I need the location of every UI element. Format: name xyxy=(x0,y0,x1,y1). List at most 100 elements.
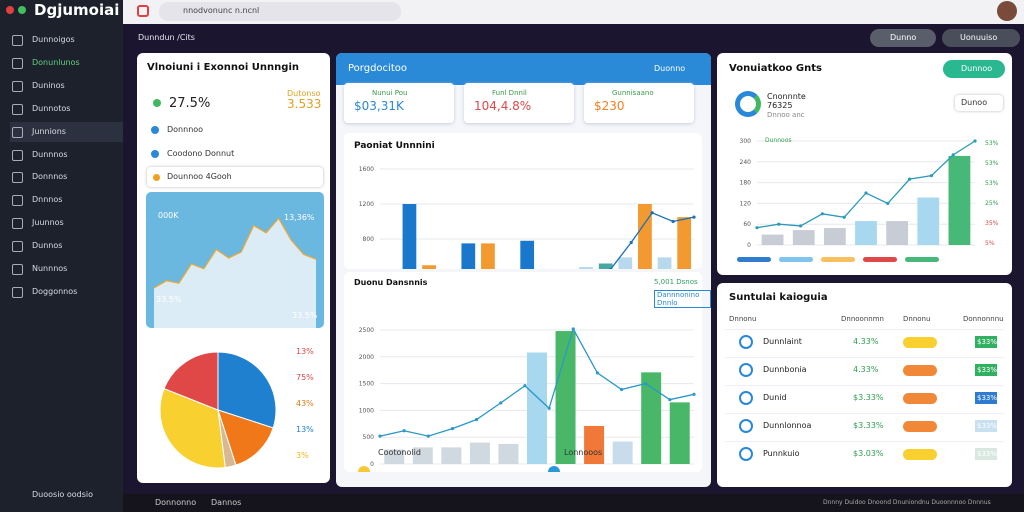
table-row[interactable] xyxy=(725,441,1004,467)
point xyxy=(864,191,868,195)
legend-label: 3% xyxy=(296,451,309,460)
sidebar-footer[interactable]: Duoosio oodsio xyxy=(32,490,93,499)
nav-item[interactable]: Dnnnos xyxy=(10,190,123,210)
nav-item[interactable]: Dunnoigos xyxy=(10,30,123,50)
chart-title: Duonu Dansnnis xyxy=(354,278,428,287)
table-row[interactable] xyxy=(725,329,1004,355)
point xyxy=(692,392,696,396)
breadcrumb[interactable]: Dunndun /Cits xyxy=(138,33,195,42)
y-tick-label: 1000 xyxy=(359,407,374,414)
button[interactable]: Uonuuiso xyxy=(942,29,1020,47)
row-icon xyxy=(739,391,753,405)
stat-label: Dutonso xyxy=(287,89,321,98)
button[interactable]: Duonno xyxy=(654,64,686,73)
bar xyxy=(384,449,405,464)
address-bar[interactable]: nnodvonunc n.ncnl xyxy=(159,2,401,21)
bar xyxy=(441,447,462,464)
status-pill xyxy=(903,337,937,348)
legend-dot xyxy=(358,466,370,472)
panel: Vonuiatkoo Gnts Dunnoo Cnonnnte 76325 Dn… xyxy=(717,53,1012,275)
point xyxy=(571,327,575,331)
table-row[interactable] xyxy=(725,357,1004,383)
legend-pill xyxy=(905,257,939,262)
point xyxy=(629,240,633,245)
nav-item[interactable]: Donnnos xyxy=(10,167,123,187)
point xyxy=(799,224,803,228)
footer-item[interactable]: Donnonno xyxy=(155,498,197,507)
point xyxy=(475,417,479,422)
legend-pill xyxy=(779,257,813,262)
point xyxy=(499,401,503,405)
y-tick-label: 2500 xyxy=(359,327,374,334)
select[interactable]: Dounnoo 4Gooh xyxy=(147,167,323,187)
cell: $3.33% xyxy=(853,393,884,402)
y2-label: 53% xyxy=(985,140,999,147)
point xyxy=(402,429,406,433)
panel-title: Vlnoiuni i Exonnoi Unnngin xyxy=(147,62,299,73)
table-header: Dnnonu xyxy=(903,315,931,323)
status-pill xyxy=(903,449,937,460)
nav-item[interactable]: Doggonnos xyxy=(10,282,123,302)
stat-value: 104,4.8% xyxy=(474,99,532,113)
bar xyxy=(638,204,652,269)
point xyxy=(644,382,648,386)
nav-item[interactable]: Juunnos xyxy=(10,213,123,233)
line xyxy=(756,140,976,229)
area-chart: 000K 13,36% 33.5% 33.5% xyxy=(146,192,324,328)
point xyxy=(755,226,759,230)
pie-slice xyxy=(163,351,219,411)
point xyxy=(450,427,455,431)
list-item[interactable]: Donnnoo xyxy=(167,125,204,134)
legend-dot xyxy=(548,466,560,472)
nav-item[interactable]: Junnions xyxy=(10,121,123,142)
tab-icon xyxy=(137,5,149,17)
point xyxy=(650,211,654,215)
stat-card: Nunui Pou $03,31K xyxy=(344,83,454,123)
y-tick-label: 2000 xyxy=(359,354,374,361)
bar-chart: 040080012001600D000300034003000350030003… xyxy=(359,166,696,269)
button[interactable]: Dunno xyxy=(870,29,936,47)
avatar[interactable] xyxy=(997,1,1017,21)
topbar: nnodvonunc n.ncnl xyxy=(123,0,1024,24)
kpi-label: Cnonnnte xyxy=(767,92,806,101)
bar xyxy=(792,230,815,245)
badge: $33% xyxy=(975,336,998,348)
point xyxy=(973,139,977,143)
y2-label: 5% xyxy=(985,240,995,247)
y2-label: 53% xyxy=(985,180,999,187)
nav-item[interactable]: Dunnos xyxy=(10,236,123,256)
footer-item[interactable]: Dannos xyxy=(211,498,242,507)
badge: $33% xyxy=(975,364,998,376)
bar xyxy=(657,257,672,269)
dot xyxy=(6,6,14,14)
icon xyxy=(153,174,160,181)
nav-item[interactable]: Dunnotos xyxy=(10,99,123,119)
cell: Dunnlonnoa xyxy=(763,421,812,430)
table-row[interactable] xyxy=(725,413,1004,439)
select[interactable]: Dunoo xyxy=(955,95,1003,111)
legend-label: Dunnoos xyxy=(765,137,792,144)
badge: Dannnonino Dnnlo xyxy=(654,290,711,308)
footer: Donnonno Dannos Dnnny Duidoo Dnoond Dnun… xyxy=(123,494,1024,512)
nav-item[interactable]: Donunlunos xyxy=(10,53,123,73)
point xyxy=(619,387,624,392)
row-icon xyxy=(739,363,753,377)
table-row[interactable] xyxy=(725,385,1004,411)
point xyxy=(378,434,382,438)
chart-title: Paoniat Unnnini xyxy=(354,141,435,151)
bar xyxy=(402,204,417,269)
button[interactable]: Dunnoo xyxy=(943,60,1005,78)
cell: $3.33% xyxy=(853,421,884,430)
nav-item[interactable]: Duninos xyxy=(10,76,123,96)
list-item[interactable]: Coodono Donnut xyxy=(167,149,235,158)
bar xyxy=(579,267,593,269)
nav-item[interactable]: Dunnnos xyxy=(10,145,123,165)
panel-title: Porgdocitoo xyxy=(348,63,407,74)
panel-title: Vonuiatkoo Gnts xyxy=(729,63,822,74)
point xyxy=(668,398,672,402)
nav-item[interactable]: Nunnnos xyxy=(10,259,123,279)
table-header: Donnonnnu xyxy=(963,315,1004,323)
badge: $33% xyxy=(975,392,998,404)
icon xyxy=(151,150,159,158)
